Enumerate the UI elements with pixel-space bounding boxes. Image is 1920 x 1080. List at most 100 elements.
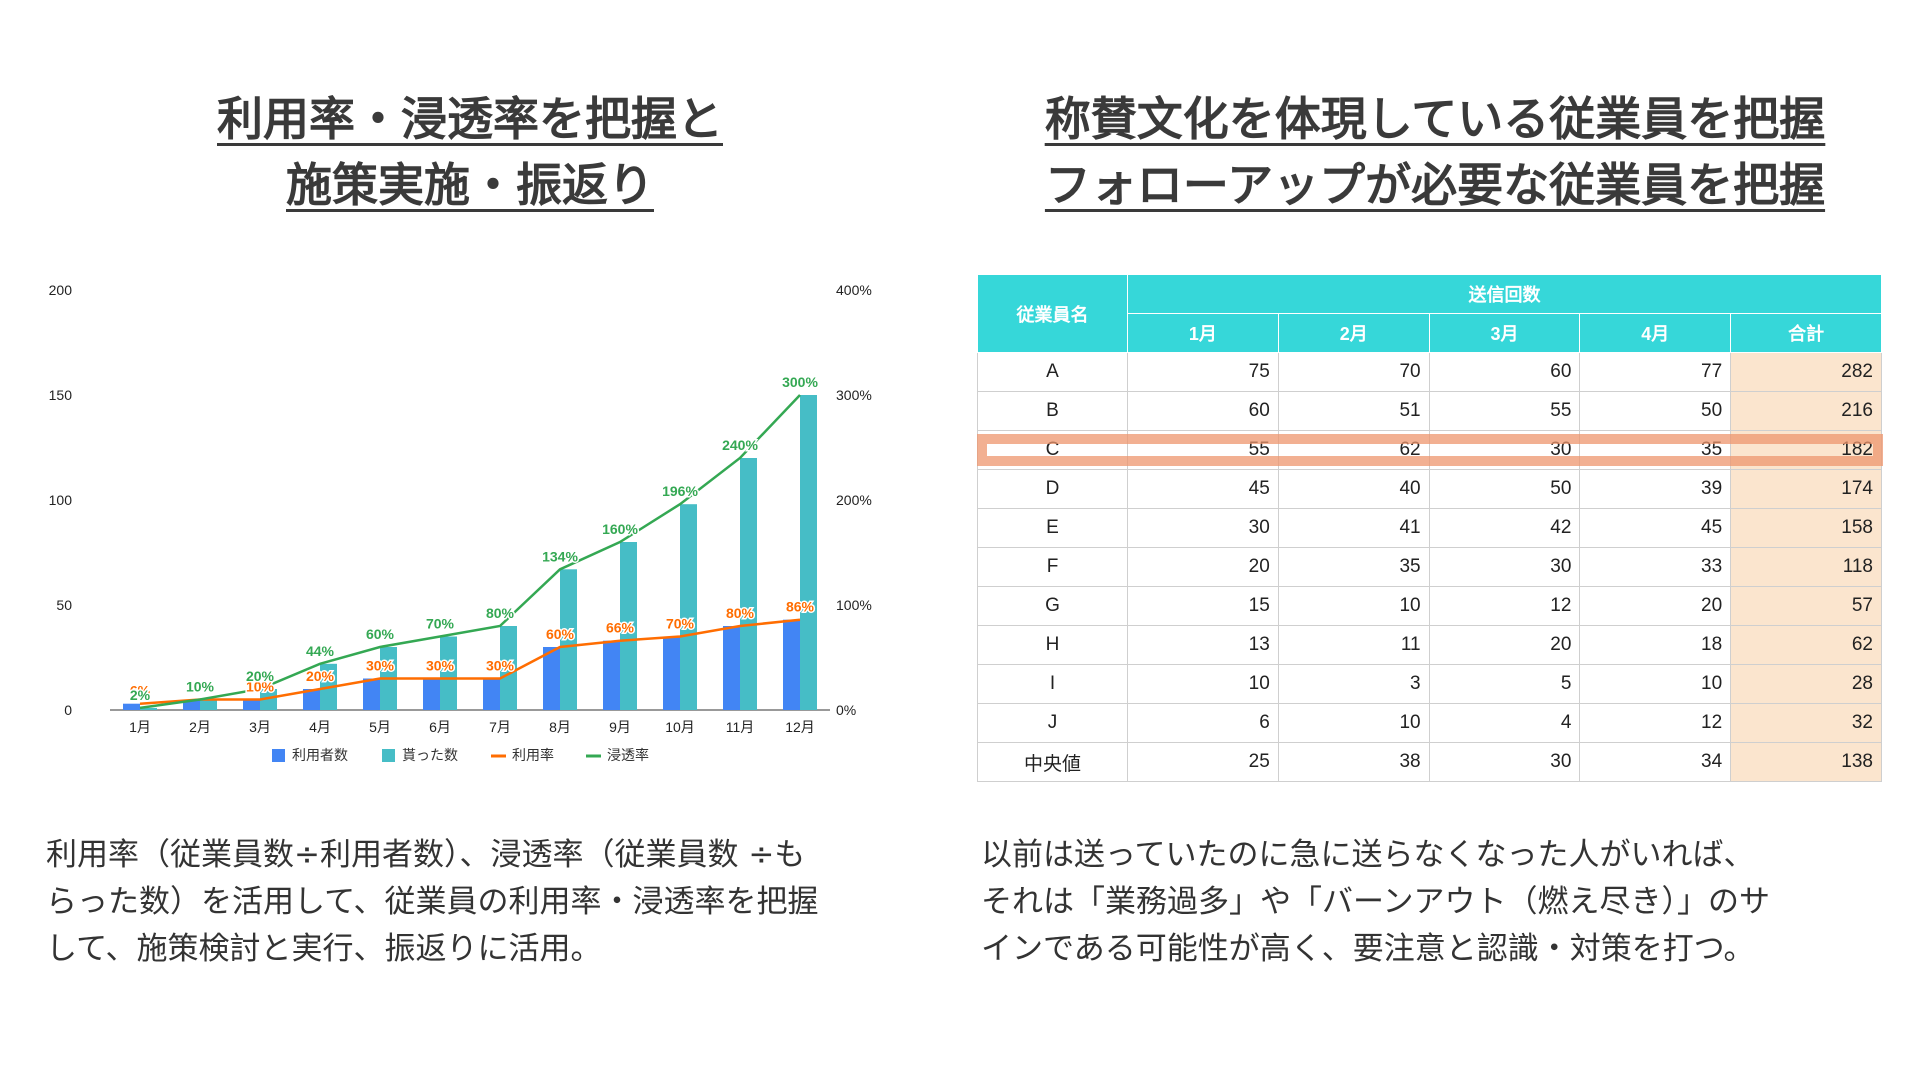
line-series	[139, 394, 801, 710]
penetration-rate-label: 2%	[130, 687, 151, 703]
bar-users	[243, 699, 260, 710]
x-tick-label: 11月	[726, 719, 755, 735]
bar-received	[800, 395, 817, 710]
bar-users	[603, 640, 620, 710]
table-row: F 20 35 30 33 118	[977, 547, 1882, 587]
count-cell: 4	[1428, 703, 1581, 743]
x-tick-label: 7月	[489, 719, 511, 735]
count-cell: 12	[1579, 703, 1732, 743]
total-cell: 174	[1730, 469, 1882, 509]
table-row: E 30 41 42 45 158	[977, 508, 1882, 548]
count-cell: 50	[1579, 391, 1732, 431]
bar-users	[303, 689, 320, 710]
table-row: A 75 70 60 77 282	[977, 352, 1882, 392]
total-cell: 32	[1730, 703, 1882, 743]
usage-rate-label: 30%	[426, 658, 455, 674]
y-right-tick-label: 0%	[836, 702, 856, 718]
chart-legend: 利用者数 貰った数 利用率 浸透率	[272, 747, 649, 763]
left-description: 利用率（従業員数÷利用者数）、浸透率（従業員数 ÷も らった数）を活用して、従業…	[46, 832, 936, 973]
right-title-line-1: 称賛文化を体現している従業員を把握	[1044, 92, 1826, 146]
bar-received	[140, 707, 157, 710]
x-tick-label: 12月	[785, 719, 815, 735]
count-cell: 45	[1579, 508, 1732, 548]
count-cell: 35	[1277, 547, 1430, 587]
employee-name-cell: I	[977, 664, 1128, 704]
x-tick-label: 8月	[549, 719, 571, 735]
count-cell: 30	[1428, 547, 1581, 587]
count-cell: 5	[1428, 664, 1581, 704]
count-cell: 6	[1127, 703, 1279, 743]
total-cell: 28	[1730, 664, 1882, 704]
left-description-line-2: らった数）を活用して、従業員の利用率・浸透率を把握	[46, 884, 819, 920]
usage-rate-label: 10%	[186, 679, 215, 695]
count-cell: 39	[1579, 469, 1732, 509]
y-left-tick-label: 50	[56, 597, 72, 613]
left-description-line-1: 利用率（従業員数÷利用者数）、浸透率（従業員数 ÷も	[46, 837, 806, 873]
y-right-tick-label: 300%	[836, 387, 872, 403]
table-subheader-row: 1月 2月 3月 4月 合計	[978, 313, 1882, 353]
count-cell: 30	[1428, 430, 1581, 470]
employee-name-cell: A	[977, 352, 1128, 392]
y-axis-right: 400% 300% 200% 100% 0%	[836, 282, 872, 718]
legend-label: 浸透率	[607, 747, 649, 763]
table-row: H 13 11 20 18 62	[977, 625, 1882, 665]
table-header-row: 従業員名 送信回数	[977, 274, 1882, 353]
bar-received	[620, 542, 637, 710]
count-cell: 45	[1127, 469, 1279, 509]
y-right-tick-label: 200%	[836, 492, 872, 508]
table-row: B 60 51 55 50 216	[977, 391, 1882, 431]
count-cell: 33	[1579, 547, 1732, 587]
header-col-4: 4月	[1579, 313, 1732, 353]
penetration-rate-label: 60%	[366, 626, 395, 642]
usage-rate-label: 60%	[546, 626, 575, 642]
count-cell: 77	[1579, 352, 1732, 392]
usage-rate-label: 70%	[666, 616, 695, 632]
left-title-line-2: 施策実施・振返り	[286, 158, 654, 212]
legend-label: 利用者数	[292, 747, 348, 763]
count-cell: 55	[1428, 391, 1581, 431]
count-cell: 38	[1277, 742, 1430, 782]
bar-received	[500, 626, 517, 710]
count-cell: 13	[1127, 625, 1279, 665]
table-row: G 15 10 12 20 57	[977, 586, 1882, 626]
header-col-5: 合計	[1730, 313, 1882, 353]
bar-received	[740, 458, 757, 710]
header-col-2: 2月	[1277, 313, 1430, 353]
count-cell: 41	[1277, 508, 1430, 548]
total-cell: 118	[1730, 547, 1882, 587]
usage-rate-line	[139, 618, 801, 705]
bar-received	[680, 504, 697, 710]
count-cell: 25	[1127, 742, 1279, 782]
y-axis-left: 200 150 100 50 0	[49, 282, 73, 718]
left-description-line-3: して、施策検討と実行、振返りに活用。	[46, 931, 602, 967]
count-cell: 34	[1579, 742, 1732, 782]
penetration-rate-label: 134%	[542, 548, 578, 564]
bar-users	[663, 636, 680, 710]
legend-label: 貰った数	[402, 747, 458, 763]
count-cell: 15	[1127, 586, 1279, 626]
count-cell: 20	[1579, 586, 1732, 626]
total-cell: 282	[1730, 352, 1882, 392]
count-cell: 51	[1277, 391, 1430, 431]
employee-name-cell: C	[977, 430, 1128, 470]
count-cell: 18	[1579, 625, 1732, 665]
penetration-rate-line	[139, 394, 801, 710]
usage-rate-label: 10%	[246, 679, 275, 695]
usage-rate-label: 6%	[130, 683, 151, 699]
employee-name-cell: D	[977, 469, 1128, 509]
usage-rate-label: 66%	[606, 620, 635, 636]
y-left-tick-label: 200	[49, 282, 73, 298]
count-cell: 10	[1277, 703, 1430, 743]
total-cell: 158	[1730, 508, 1882, 548]
employee-name-cell: J	[977, 703, 1128, 743]
count-cell: 3	[1277, 664, 1430, 704]
bar-received	[260, 689, 277, 710]
penetration-rate-label: 80%	[486, 605, 515, 621]
bar-received	[560, 569, 577, 710]
y-left-tick-label: 100	[49, 492, 73, 508]
bar-users	[723, 626, 740, 710]
x-tick-label: 2月	[189, 719, 211, 735]
count-cell: 10	[1277, 586, 1430, 626]
count-cell: 70	[1277, 352, 1430, 392]
employee-name-cell: B	[977, 391, 1128, 431]
